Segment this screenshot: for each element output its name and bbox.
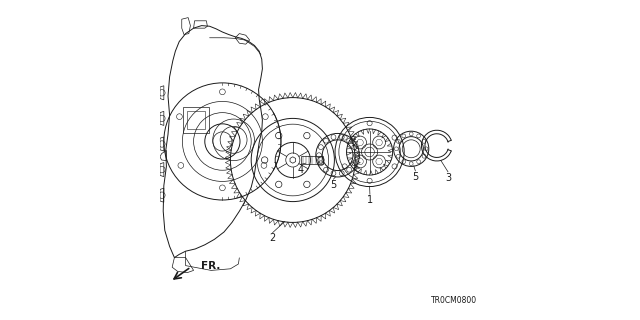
Text: FR.: FR. [201, 260, 220, 271]
Bar [183, 107, 209, 133]
Text: 1: 1 [367, 195, 373, 205]
Bar [301, 156, 323, 164]
Text: 3: 3 [445, 172, 451, 183]
Text: 2: 2 [269, 233, 276, 244]
Text: 4: 4 [297, 165, 303, 175]
Text: 5: 5 [330, 180, 337, 190]
Text: 5: 5 [412, 172, 419, 182]
Text: TR0CM0800: TR0CM0800 [431, 296, 477, 305]
Bar [187, 111, 205, 129]
